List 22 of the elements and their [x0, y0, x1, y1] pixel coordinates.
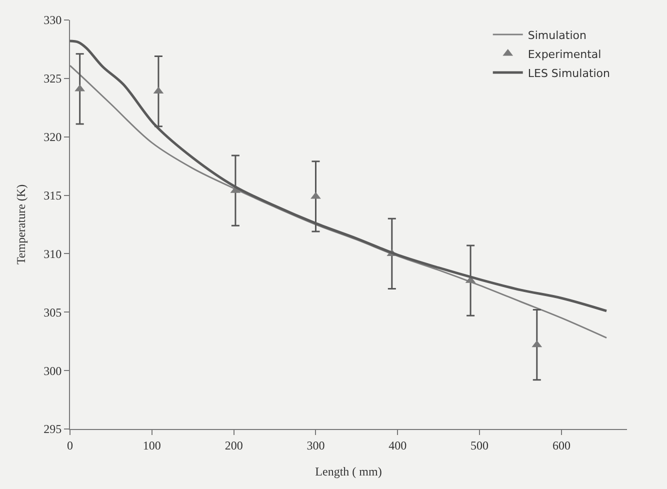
- y-tick-label: 320: [44, 130, 62, 144]
- x-axis-title: Length ( mm): [315, 464, 382, 478]
- y-tick-label: 315: [44, 188, 62, 202]
- legend-label: Simulation: [528, 28, 586, 42]
- x-tick-label: 400: [388, 438, 407, 452]
- x-tick-label: 200: [224, 438, 243, 452]
- point: [310, 192, 321, 199]
- x-tick-label: 500: [470, 438, 489, 452]
- x-tick-label: 300: [306, 438, 325, 452]
- legend-label: Experimental: [528, 48, 602, 61]
- x-tick-label: 0: [67, 438, 73, 452]
- y-tick-label: 310: [44, 246, 62, 261]
- x-tick-label: 600: [552, 438, 570, 452]
- legend-label: LES Simulation: [528, 66, 610, 80]
- x-tick-label: 100: [142, 438, 161, 452]
- y-tick-label: 325: [44, 72, 62, 86]
- y-tick-label: 300: [44, 364, 62, 378]
- line-series: [70, 40, 608, 312]
- y-tick-label: 330: [44, 13, 62, 28]
- y-axis-title: Temperature (K): [14, 184, 28, 265]
- y-tick-label: 295: [44, 422, 62, 436]
- y-tick-label: 305: [44, 305, 62, 320]
